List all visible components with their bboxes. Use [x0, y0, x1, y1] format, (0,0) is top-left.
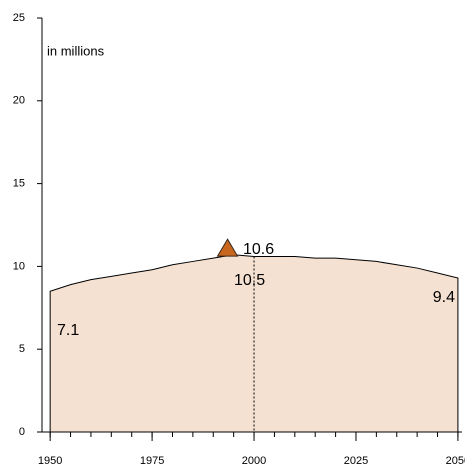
y-tick-label: 15: [13, 178, 25, 190]
x-tick-label: 2050: [446, 455, 465, 467]
area: [50, 254, 458, 432]
marker: [216, 238, 239, 257]
annotation: 10.5: [234, 272, 265, 289]
y-tick-label: 5: [19, 343, 25, 355]
x-tick-label: 1950: [38, 455, 62, 467]
y-tick-label: 10: [13, 260, 25, 272]
y-axis-label: in millions: [47, 43, 105, 58]
annotation: 7.1: [57, 322, 79, 339]
y-tick-label: 25: [13, 12, 25, 24]
area-outline: [49, 254, 459, 433]
x-tick-label: 2025: [344, 455, 368, 467]
x-tick-label: 1975: [140, 455, 164, 467]
y-tick-label: 0: [19, 426, 25, 438]
x-tick-label: 2000: [242, 455, 266, 467]
annotation: 10.6: [243, 241, 274, 258]
annotation: 9.4: [433, 289, 455, 306]
y-tick-label: 20: [13, 95, 25, 107]
